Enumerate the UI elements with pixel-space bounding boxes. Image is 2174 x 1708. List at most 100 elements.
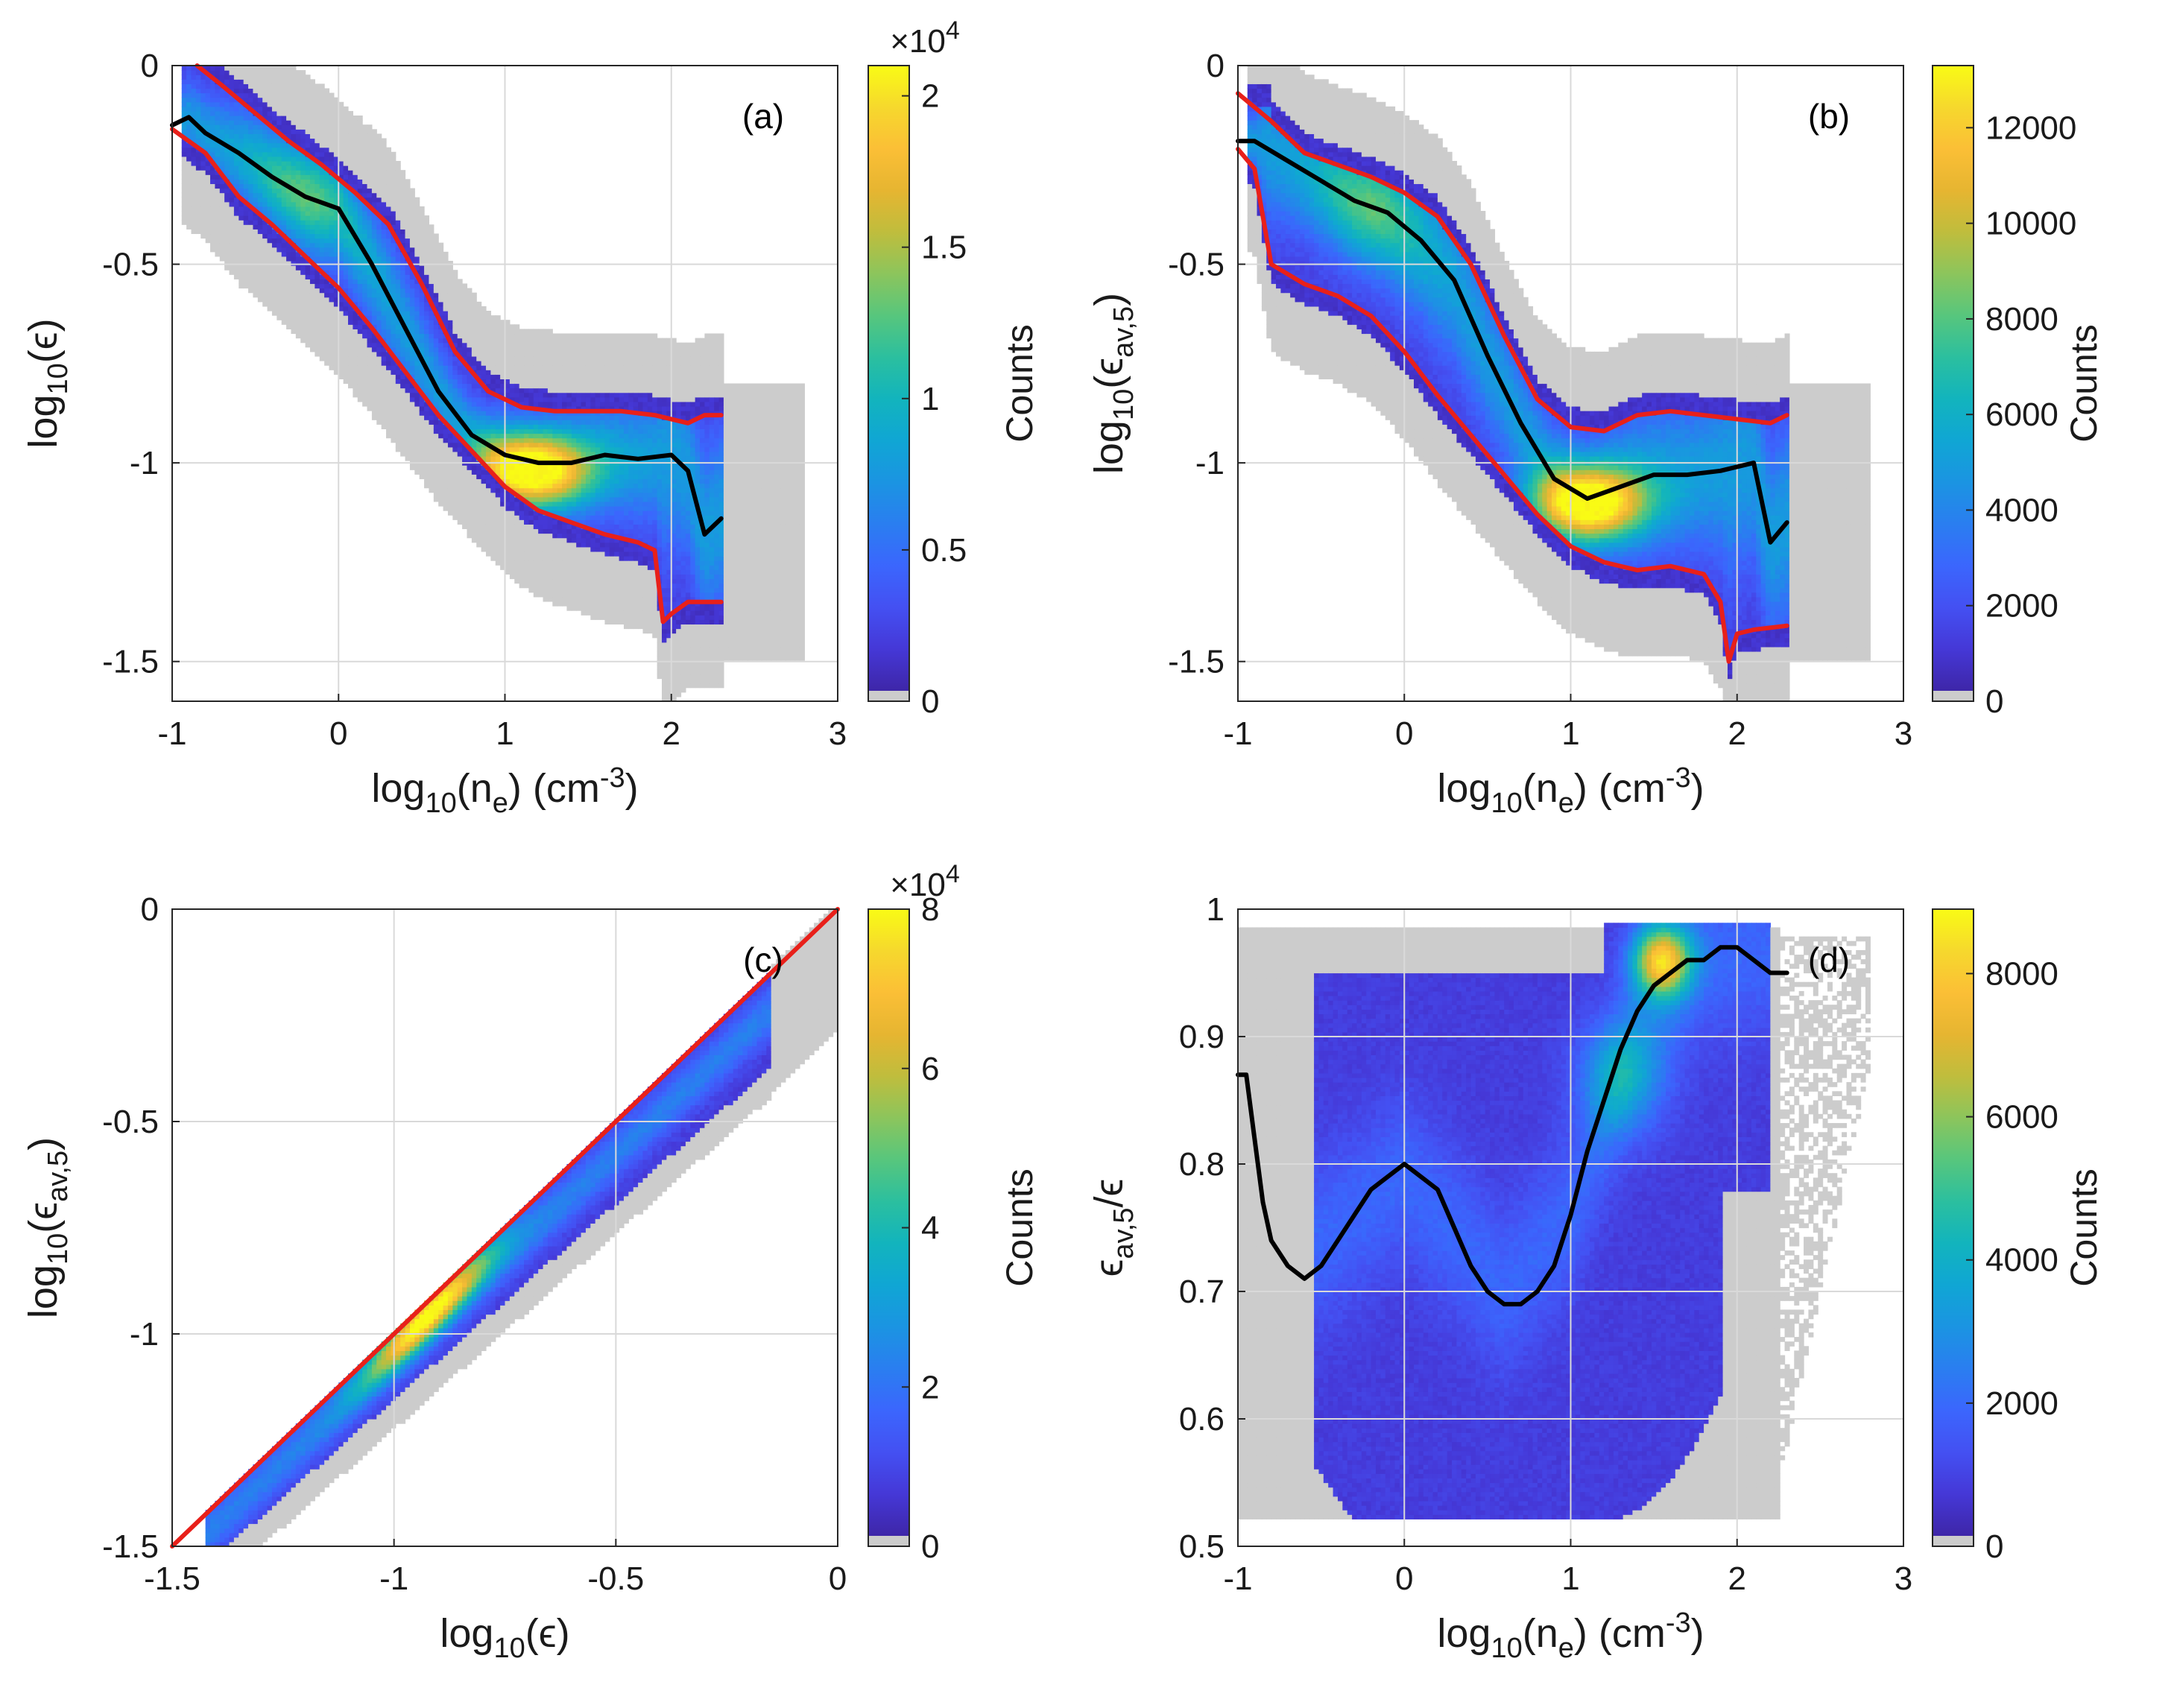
- heatmap-bin: [253, 270, 258, 275]
- heatmap-bin: [253, 170, 258, 175]
- heatmap-bin: [234, 70, 239, 75]
- heatmap-bin: [182, 193, 187, 198]
- heatmap-bin: [192, 79, 197, 84]
- heatmap-bin: [258, 229, 263, 234]
- heatmap-bin: [244, 220, 249, 225]
- heatmap-bin: [291, 224, 296, 230]
- heatmap-bin: [253, 174, 258, 180]
- heatmap-bin: [272, 148, 277, 153]
- heatmap-bin: [215, 189, 220, 194]
- heatmap-bin: [310, 143, 315, 148]
- heatmap-bin: [248, 98, 253, 103]
- heatmap-bin: [310, 329, 315, 334]
- heatmap-bin: [282, 288, 287, 294]
- heatmap-bin: [258, 66, 263, 71]
- heatmap-bin: [182, 79, 187, 84]
- heatmap-bin: [262, 288, 268, 294]
- heatmap-bin: [300, 183, 306, 189]
- heatmap-bin: [262, 189, 268, 194]
- heatmap-bin: [230, 215, 235, 221]
- heatmap-bin: [306, 329, 311, 334]
- heatmap-bin: [244, 88, 249, 93]
- heatmap-bin: [268, 306, 273, 311]
- heatmap-bin: [300, 329, 306, 334]
- heatmap-bin: [234, 179, 239, 184]
- heatmap-bin: [258, 179, 263, 184]
- heatmap-bin: [277, 302, 282, 307]
- heatmap-bin: [306, 179, 311, 184]
- heatmap-bin: [182, 129, 187, 134]
- heatmap-bin: [306, 189, 311, 194]
- heatmap-bin: [234, 229, 239, 234]
- heatmap-bin: [291, 66, 296, 71]
- heatmap-bin: [192, 193, 197, 198]
- heatmap-bin: [186, 148, 192, 153]
- heatmap-bin: [296, 161, 301, 166]
- heatmap-bin: [238, 107, 244, 112]
- heatmap-bin: [230, 66, 235, 71]
- heatmap-bin: [196, 75, 201, 80]
- heatmap-bin: [300, 129, 306, 134]
- heatmap-bin: [206, 98, 211, 103]
- heatmap-bin: [258, 148, 263, 153]
- heatmap-bin: [286, 116, 291, 121]
- heatmap-bin: [253, 220, 258, 225]
- heatmap-bin: [258, 189, 263, 194]
- heatmap-bin: [210, 220, 215, 225]
- heatmap-bin: [182, 111, 187, 116]
- heatmap-bin: [310, 206, 315, 212]
- heatmap-bin: [286, 224, 291, 230]
- heatmap-bin: [220, 211, 225, 216]
- heatmap-bin: [196, 229, 201, 234]
- heatmap-bin: [286, 324, 291, 329]
- heatmap-bin: [230, 120, 235, 125]
- heatmap-bin: [268, 283, 273, 288]
- heatmap-bin: [310, 338, 315, 344]
- heatmap-bin: [296, 224, 301, 230]
- heatmap-bin: [282, 243, 287, 248]
- heatmap-bin: [244, 211, 249, 216]
- heatmap-bin: [210, 148, 215, 153]
- heatmap-bin: [215, 220, 220, 225]
- heatmap-bin: [306, 338, 311, 344]
- heatmap-bin: [310, 297, 315, 303]
- heatmap-bin: [220, 256, 225, 262]
- heatmap-bin: [300, 202, 306, 207]
- heatmap-bin: [296, 311, 301, 316]
- heatmap-bin: [272, 170, 277, 175]
- heatmap-bin: [186, 179, 192, 184]
- heatmap-bin: [238, 133, 244, 139]
- heatmap-bin: [272, 75, 277, 80]
- heatmap-bin: [296, 152, 301, 157]
- heatmap-bin: [238, 93, 244, 98]
- heatmap-bin: [182, 98, 187, 103]
- heatmap-bin: [258, 256, 263, 262]
- heatmap-bin: [210, 116, 215, 121]
- heatmap-bin: [300, 274, 306, 279]
- heatmap-bin: [215, 233, 220, 238]
- heatmap-bin: [282, 116, 287, 121]
- heatmap-bin: [200, 215, 206, 221]
- heatmap-bin: [291, 129, 296, 134]
- heatmap-bin: [224, 243, 230, 248]
- heatmap-bin: [277, 202, 282, 207]
- heatmap-bin: [282, 148, 287, 153]
- heatmap-bin: [300, 116, 306, 121]
- heatmap-bin: [282, 297, 287, 303]
- heatmap-bin: [296, 261, 301, 266]
- heatmap-bin: [282, 279, 287, 284]
- heatmap-bin: [196, 189, 201, 194]
- heatmap-bin: [238, 161, 244, 166]
- heatmap-bin: [286, 315, 291, 320]
- heatmap-bin: [306, 93, 311, 98]
- heatmap-bin: [200, 107, 206, 112]
- heatmap-bin: [224, 111, 230, 116]
- heatmap-bin: [300, 265, 306, 271]
- heatmap-bin: [186, 93, 192, 98]
- heatmap-bin: [234, 206, 239, 212]
- heatmap-bin: [262, 143, 268, 148]
- heatmap-bin: [248, 283, 253, 288]
- heatmap-bin: [277, 79, 282, 84]
- heatmap-bin: [215, 197, 220, 203]
- heatmap-bin: [192, 197, 197, 203]
